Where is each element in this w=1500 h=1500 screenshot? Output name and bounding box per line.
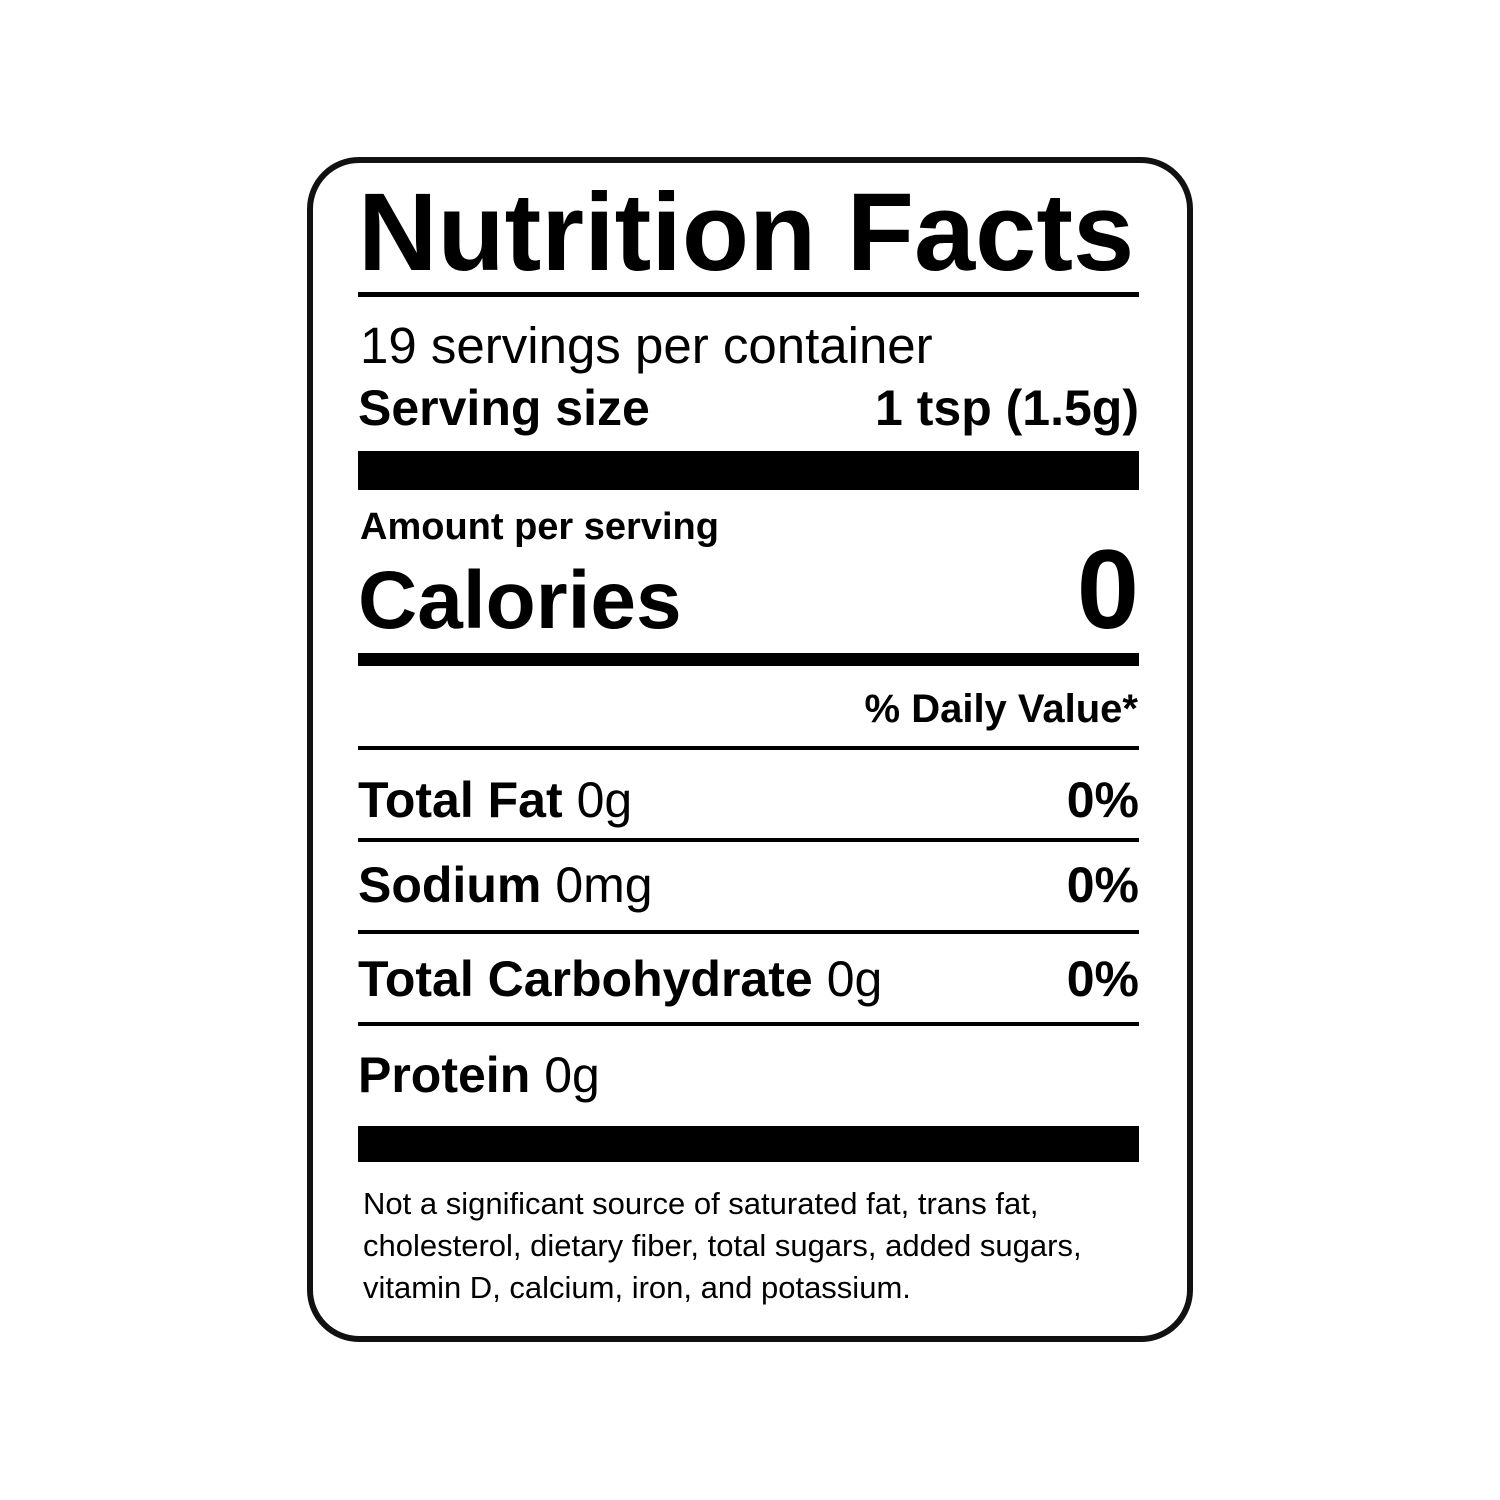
label-frame <box>307 157 1193 1342</box>
divider <box>358 292 1139 297</box>
divider <box>358 1022 1139 1026</box>
nutrient-amount: 0g <box>544 1047 600 1103</box>
calories-label: Calories <box>358 555 682 646</box>
nutrient-row-sodium: Sodium 0mg 0% <box>358 855 1139 915</box>
servings-per-container: 19 servings per container <box>360 317 933 374</box>
nutrient-dv: 0% <box>1066 857 1139 913</box>
divider <box>358 930 1139 934</box>
nutrient-row-total-carbohydrate: Total Carbohydrate 0g 0% <box>358 949 1139 1009</box>
calories-row: Calories 0 <box>358 527 1139 652</box>
daily-value-header: % Daily Value* <box>864 687 1138 731</box>
nutrient-name: Total Fat <box>358 772 563 828</box>
nutrient-amount: 0g <box>576 772 633 828</box>
divider <box>358 746 1139 750</box>
nutrient-dv: 0% <box>1066 772 1139 828</box>
serving-size-label: Serving size <box>358 380 650 436</box>
nutrient-name: Sodium <box>358 857 542 913</box>
footnote: Not a significant source of saturated fa… <box>363 1186 1082 1305</box>
nutrient-amount: 0g <box>826 951 883 1007</box>
divider <box>358 838 1139 842</box>
thick-divider <box>358 451 1139 490</box>
nutrient-name: Total Carbohydrate <box>358 951 813 1007</box>
nutrient-row-protein: Protein 0g <box>358 1045 1139 1105</box>
calories-value: 0 <box>1076 527 1139 652</box>
serving-size-row: Serving size 1 tsp (1.5g) <box>358 380 1139 436</box>
label-title: Nutrition Facts <box>358 171 1135 294</box>
serving-size-value: 1 tsp (1.5g) <box>875 380 1139 436</box>
nutrient-dv: 0% <box>1066 951 1139 1007</box>
nutrient-row-total-fat: Total Fat 0g 0% <box>358 770 1139 830</box>
nutrient-name: Protein <box>358 1047 531 1103</box>
nutrient-amount: 0mg <box>555 857 653 913</box>
amount-per-serving: Amount per serving <box>360 506 719 548</box>
thick-divider <box>358 1126 1139 1162</box>
medium-divider <box>358 653 1139 666</box>
